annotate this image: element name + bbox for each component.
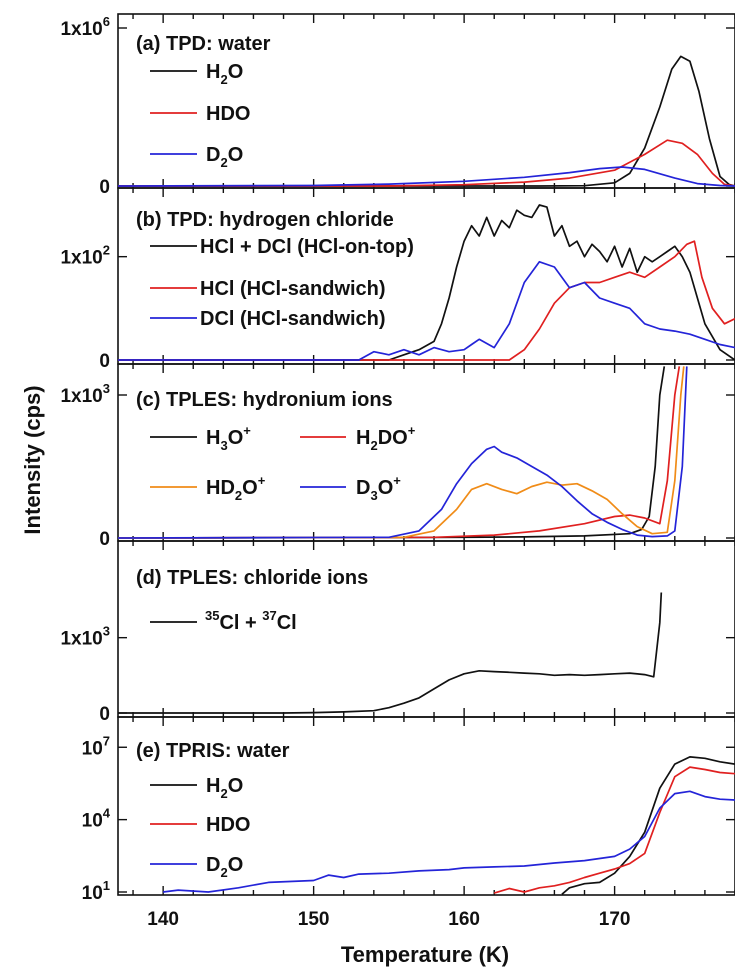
- panel-a: 0 1x106 (a) TPD: water H2O HDO D2O: [60, 13, 735, 198]
- series-line: [118, 366, 681, 539]
- panel-label: (a) TPD: water: [136, 33, 271, 55]
- y-axis-label: Intensity (cps): [20, 385, 45, 534]
- y-tick-label: 0: [99, 529, 110, 550]
- panel-label: (c) TPLES: hydronium ions: [136, 389, 393, 411]
- legend-entry: HCl + DCl (HCl-on-top): [200, 236, 414, 258]
- legend-entry: H2O: [206, 775, 243, 801]
- series-line: [118, 166, 735, 187]
- y-tick-label: 104: [82, 806, 111, 832]
- y-tick-label: 0: [99, 704, 110, 725]
- panel-b: 0 1x102 (b) TPD: hydrogen chloride HCl + DC…: [60, 187, 735, 372]
- legend-entry: H2DO+: [356, 423, 416, 453]
- x-axis-label: Temperature (K): [341, 942, 509, 967]
- legend-entry: D2O: [206, 144, 243, 170]
- legend-entry: 35Cl + 37Cl: [205, 608, 297, 634]
- series-line: [118, 240, 735, 361]
- y-tick-label: 0: [99, 351, 110, 372]
- legend-entry: D3O+: [356, 473, 401, 503]
- legend-entry: HD2O+: [206, 473, 266, 503]
- panel-d: 0 1x103 (d) TPLES: chloride ions 35Cl + 37C…: [60, 540, 735, 725]
- y-tick-label: 1x106: [60, 14, 110, 40]
- legend-entry: H3O+: [206, 423, 251, 453]
- legend-entry: DCl (HCl-sandwich): [200, 308, 386, 330]
- y-tick-label: 107: [82, 733, 110, 759]
- y-tick-label: 1x103: [60, 624, 110, 650]
- series-line: [118, 55, 735, 187]
- series-line: [118, 139, 735, 187]
- series-line: [118, 366, 685, 539]
- series-line: [493, 766, 735, 894]
- series-line: [118, 204, 735, 361]
- series-line: [162, 790, 735, 893]
- y-tick-label: 1x102: [60, 243, 110, 269]
- panel-label: (e) TPRIS: water: [136, 740, 290, 762]
- x-tick-label: 150: [298, 909, 330, 930]
- legend-entry: D2O: [206, 854, 243, 880]
- x-tick-label: 170: [599, 909, 631, 930]
- panel-c: 0 1x103 (c) TPLES: hydronium ions H3O+ H2DO+…: [60, 363, 735, 550]
- series-line: [561, 756, 735, 895]
- y-tick-label: 101: [82, 878, 110, 904]
- x-tick-label: 160: [448, 909, 480, 930]
- legend-entry: HDO: [206, 103, 250, 125]
- legend-entry: H2O: [206, 61, 243, 87]
- panel-label: (d) TPLES: chloride ions: [136, 567, 368, 589]
- x-tick-label: 140: [147, 909, 179, 930]
- series-line: [118, 592, 663, 714]
- legend-entry: HCl (HCl-sandwich): [200, 278, 386, 300]
- series-line: [118, 366, 666, 539]
- y-tick-label: 0: [99, 177, 110, 198]
- series-line: [118, 260, 735, 361]
- panel-e: 101 104 107 (e) TPRIS: water H2O HDO D2O: [82, 716, 735, 904]
- legend-entry: HDO: [206, 814, 250, 836]
- y-tick-label: 1x103: [60, 381, 110, 407]
- series-line: [118, 366, 688, 539]
- panel-label: (b) TPD: hydrogen chloride: [136, 209, 394, 231]
- panel-frame: [117, 716, 735, 896]
